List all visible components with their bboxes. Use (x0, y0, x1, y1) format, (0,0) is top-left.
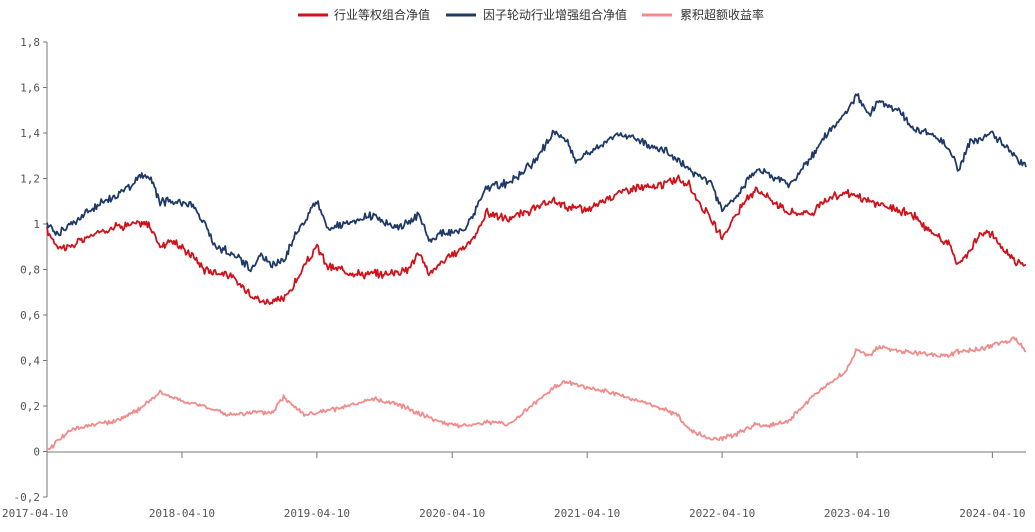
y-tick-label: 0 (33, 446, 40, 459)
x-tick-label: 2017-04-10 (2, 507, 68, 520)
x-tick-label: 2022-04-10 (689, 507, 755, 520)
y-tick-label: 1,6 (20, 82, 40, 95)
y-tick-label: 1,2 (20, 173, 40, 186)
legend-item-1: 行业等权组合净值 (298, 7, 430, 22)
legend-label: 因子轮动行业增强组合净值 (483, 7, 627, 22)
x-axis: 2017-04-10 2018-04-10 2019-04-10 2020-04-10… (2, 451, 1026, 520)
legend-label: 累积超额收益率 (680, 7, 764, 22)
y-tick-label: 0,2 (20, 400, 40, 413)
y-axis: -0,2 0 0,2 0,4 0,6 0,8 1 1,2 1,4 1,6 1,8 (14, 36, 48, 504)
series-line-2 (46, 93, 1027, 273)
y-tick-label: 0,6 (20, 309, 40, 322)
y-tick-label: 0,8 (20, 264, 40, 277)
series-line-1 (46, 174, 1027, 305)
y-tick-label: 1,4 (20, 127, 40, 140)
x-tick-label: 2023-04-10 (824, 507, 890, 520)
y-tick-label: 1 (33, 218, 40, 231)
y-tick-label: -0,2 (14, 491, 41, 504)
x-tick-label: 2021-04-10 (554, 507, 620, 520)
series-line-3 (46, 336, 1027, 451)
legend: 行业等权组合净值 因子轮动行业增强组合净值 累积超额收益率 (298, 7, 764, 22)
legend-item-3: 累积超额收益率 (642, 7, 764, 22)
y-tick-label: 0,4 (20, 355, 40, 368)
x-tick-label: 2024-04-10 (959, 507, 1025, 520)
y-tick-label: 1,8 (20, 36, 40, 49)
legend-label: 行业等权组合净值 (334, 7, 430, 22)
x-tick-label: 2018-04-10 (149, 507, 215, 520)
x-tick-label: 2019-04-10 (284, 507, 350, 520)
x-tick-label: 2020-04-10 (419, 507, 485, 520)
series-layer (46, 93, 1027, 451)
legend-item-2: 因子轮动行业增强组合净值 (446, 7, 627, 22)
